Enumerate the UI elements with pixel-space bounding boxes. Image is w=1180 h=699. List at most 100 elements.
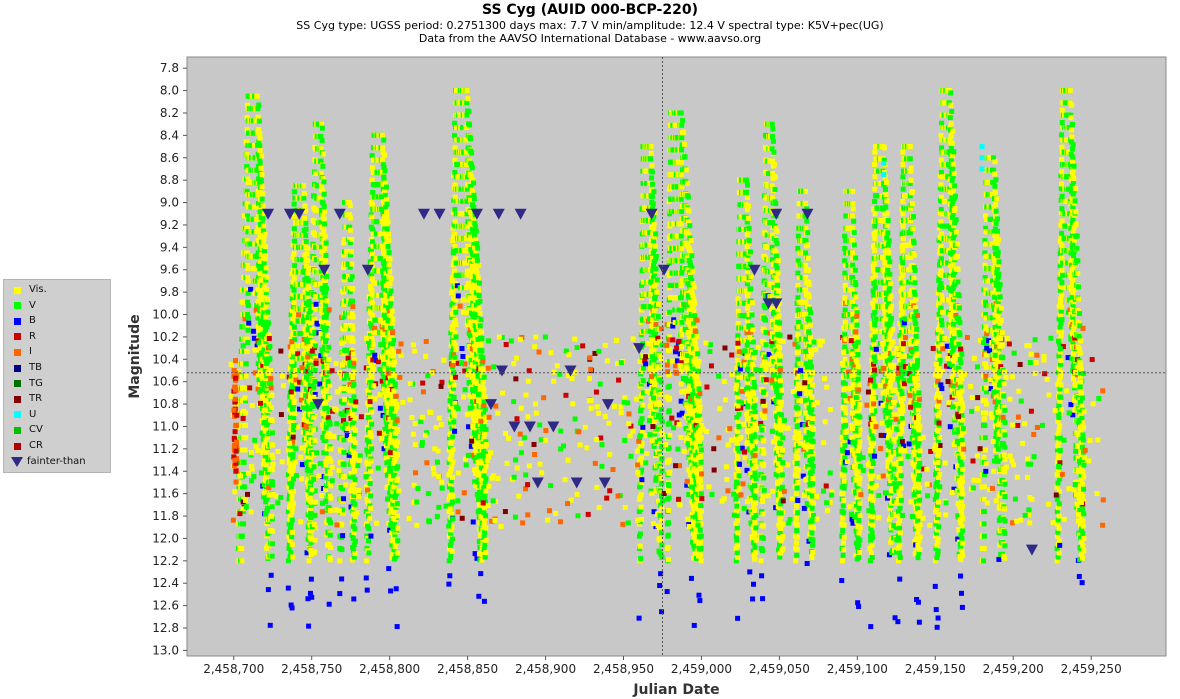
data-point-v — [322, 344, 328, 350]
data-point-vis — [263, 252, 269, 258]
data-point-vis — [658, 465, 664, 471]
data-point-vis — [322, 418, 328, 424]
data-point-vis — [464, 248, 470, 254]
data-point-vis — [689, 351, 695, 357]
data-point-v — [658, 514, 664, 520]
data-point-vis — [370, 202, 376, 208]
data-point-vis — [349, 311, 355, 317]
data-point-v — [303, 226, 309, 232]
data-point-v — [478, 317, 484, 323]
data-point-v — [745, 182, 751, 188]
data-point-v — [350, 384, 356, 390]
data-point-vis — [474, 450, 480, 456]
data-point-vis — [370, 313, 376, 319]
data-point-vis — [689, 425, 695, 431]
data-point-vis — [350, 388, 356, 394]
data-point-vis — [464, 322, 470, 328]
data-point-vis — [324, 333, 330, 339]
data-point-vis — [447, 382, 453, 388]
data-point-v — [255, 151, 261, 157]
data-point-vis — [471, 257, 477, 263]
data-point-v — [690, 379, 696, 385]
data-point-b — [340, 533, 346, 539]
data-point-vis — [262, 478, 268, 484]
data-point-b — [697, 598, 703, 604]
data-point-v — [473, 302, 479, 308]
data-point-v — [386, 250, 392, 256]
data-point-vis — [471, 303, 477, 309]
data-point-vis — [302, 191, 308, 197]
data-point-vis — [658, 404, 664, 410]
data-point-v — [649, 175, 655, 181]
data-point-vis — [269, 418, 275, 424]
data-point-b — [346, 452, 352, 458]
data-point-vis — [471, 467, 477, 473]
data-point-vis — [389, 419, 395, 425]
data-point-vis — [257, 130, 263, 136]
data-point-v — [388, 411, 394, 417]
data-point-vis — [243, 373, 249, 379]
data-point-vis — [380, 132, 386, 138]
data-point-v — [323, 326, 329, 332]
data-point-vis — [684, 180, 690, 186]
data-point-v — [347, 224, 353, 230]
data-point-v — [269, 479, 275, 485]
data-point-vis — [387, 416, 393, 422]
data-point-vis — [448, 490, 454, 496]
data-point-vis — [346, 200, 352, 206]
data-point-vis — [448, 416, 454, 422]
data-point-vis — [464, 223, 470, 229]
data-point-vis — [470, 411, 476, 417]
data-point-vis — [691, 411, 697, 417]
data-point-b — [643, 361, 649, 367]
data-point-v — [449, 401, 455, 407]
data-point-vis — [327, 382, 333, 388]
data-point-v — [261, 248, 267, 254]
data-point-vis — [657, 352, 663, 358]
data-point-b — [313, 301, 319, 307]
data-point-vis — [475, 287, 481, 293]
data-point-vis — [322, 246, 328, 252]
data-point-b — [267, 622, 273, 628]
data-point-vis — [320, 176, 326, 182]
data-point-v — [351, 443, 357, 449]
data-point-v — [744, 281, 750, 287]
data-point-vis — [289, 271, 295, 277]
data-point-vis — [308, 342, 314, 348]
data-point-vis — [349, 348, 355, 354]
data-point-vis — [388, 436, 394, 442]
data-point-vis — [380, 145, 386, 151]
data-point-v — [380, 162, 386, 168]
data-point-v — [639, 467, 645, 473]
data-point-vis — [351, 480, 357, 486]
data-point-vis — [679, 344, 685, 350]
data-point-v — [471, 340, 477, 346]
data-point-vis — [352, 514, 358, 520]
data-point-vis — [327, 557, 333, 563]
data-point-b — [691, 622, 697, 628]
data-point-v — [305, 327, 311, 333]
data-point-vis — [349, 409, 355, 415]
data-point-vis — [678, 221, 684, 227]
data-point-v — [691, 444, 697, 450]
data-point-v — [328, 520, 334, 526]
data-point-v — [261, 346, 267, 352]
data-point-v — [651, 238, 657, 244]
data-point-vis — [300, 183, 306, 189]
data-point-vis — [449, 327, 455, 333]
data-point-v — [381, 361, 387, 367]
data-point-vis — [471, 270, 477, 276]
data-point-vis — [692, 300, 698, 306]
data-point-vis — [288, 353, 294, 359]
data-point-vis — [243, 385, 249, 391]
data-point-vis — [381, 300, 387, 306]
data-point-vis — [472, 335, 478, 341]
data-point-v — [255, 250, 261, 256]
data-point-b — [248, 286, 254, 292]
data-point-b — [459, 346, 465, 352]
data-point-v — [651, 259, 657, 265]
data-point-vis — [740, 374, 746, 380]
data-point-v — [352, 501, 358, 507]
data-point-v — [672, 307, 678, 313]
data-point-vis — [471, 377, 477, 383]
